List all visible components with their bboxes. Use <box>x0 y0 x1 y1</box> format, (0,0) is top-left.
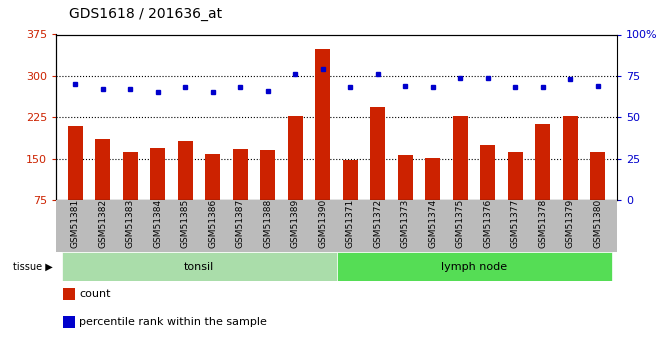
Bar <box>370 107 385 242</box>
Bar <box>343 160 358 242</box>
Bar <box>288 116 303 242</box>
Text: count: count <box>79 289 111 299</box>
Bar <box>337 252 612 281</box>
Bar <box>480 145 496 242</box>
Bar <box>95 139 110 241</box>
Bar <box>61 252 337 281</box>
Text: GDS1618 / 201636_at: GDS1618 / 201636_at <box>69 7 222 21</box>
Bar <box>508 151 523 242</box>
Bar <box>260 150 275 241</box>
Bar <box>123 151 138 242</box>
Bar <box>453 116 468 242</box>
Text: tissue ▶: tissue ▶ <box>13 262 53 272</box>
Bar <box>590 152 605 242</box>
Text: percentile rank within the sample: percentile rank within the sample <box>79 317 267 327</box>
Bar <box>178 141 193 242</box>
Text: tonsil: tonsil <box>184 262 214 272</box>
Bar <box>563 116 578 242</box>
Bar <box>425 158 440 241</box>
Bar <box>205 154 220 242</box>
Bar <box>315 49 331 242</box>
Text: lymph node: lymph node <box>441 262 507 272</box>
Bar <box>68 126 83 242</box>
Bar <box>233 149 248 241</box>
Bar <box>398 155 413 242</box>
Bar <box>150 148 166 242</box>
Bar <box>535 125 550 242</box>
